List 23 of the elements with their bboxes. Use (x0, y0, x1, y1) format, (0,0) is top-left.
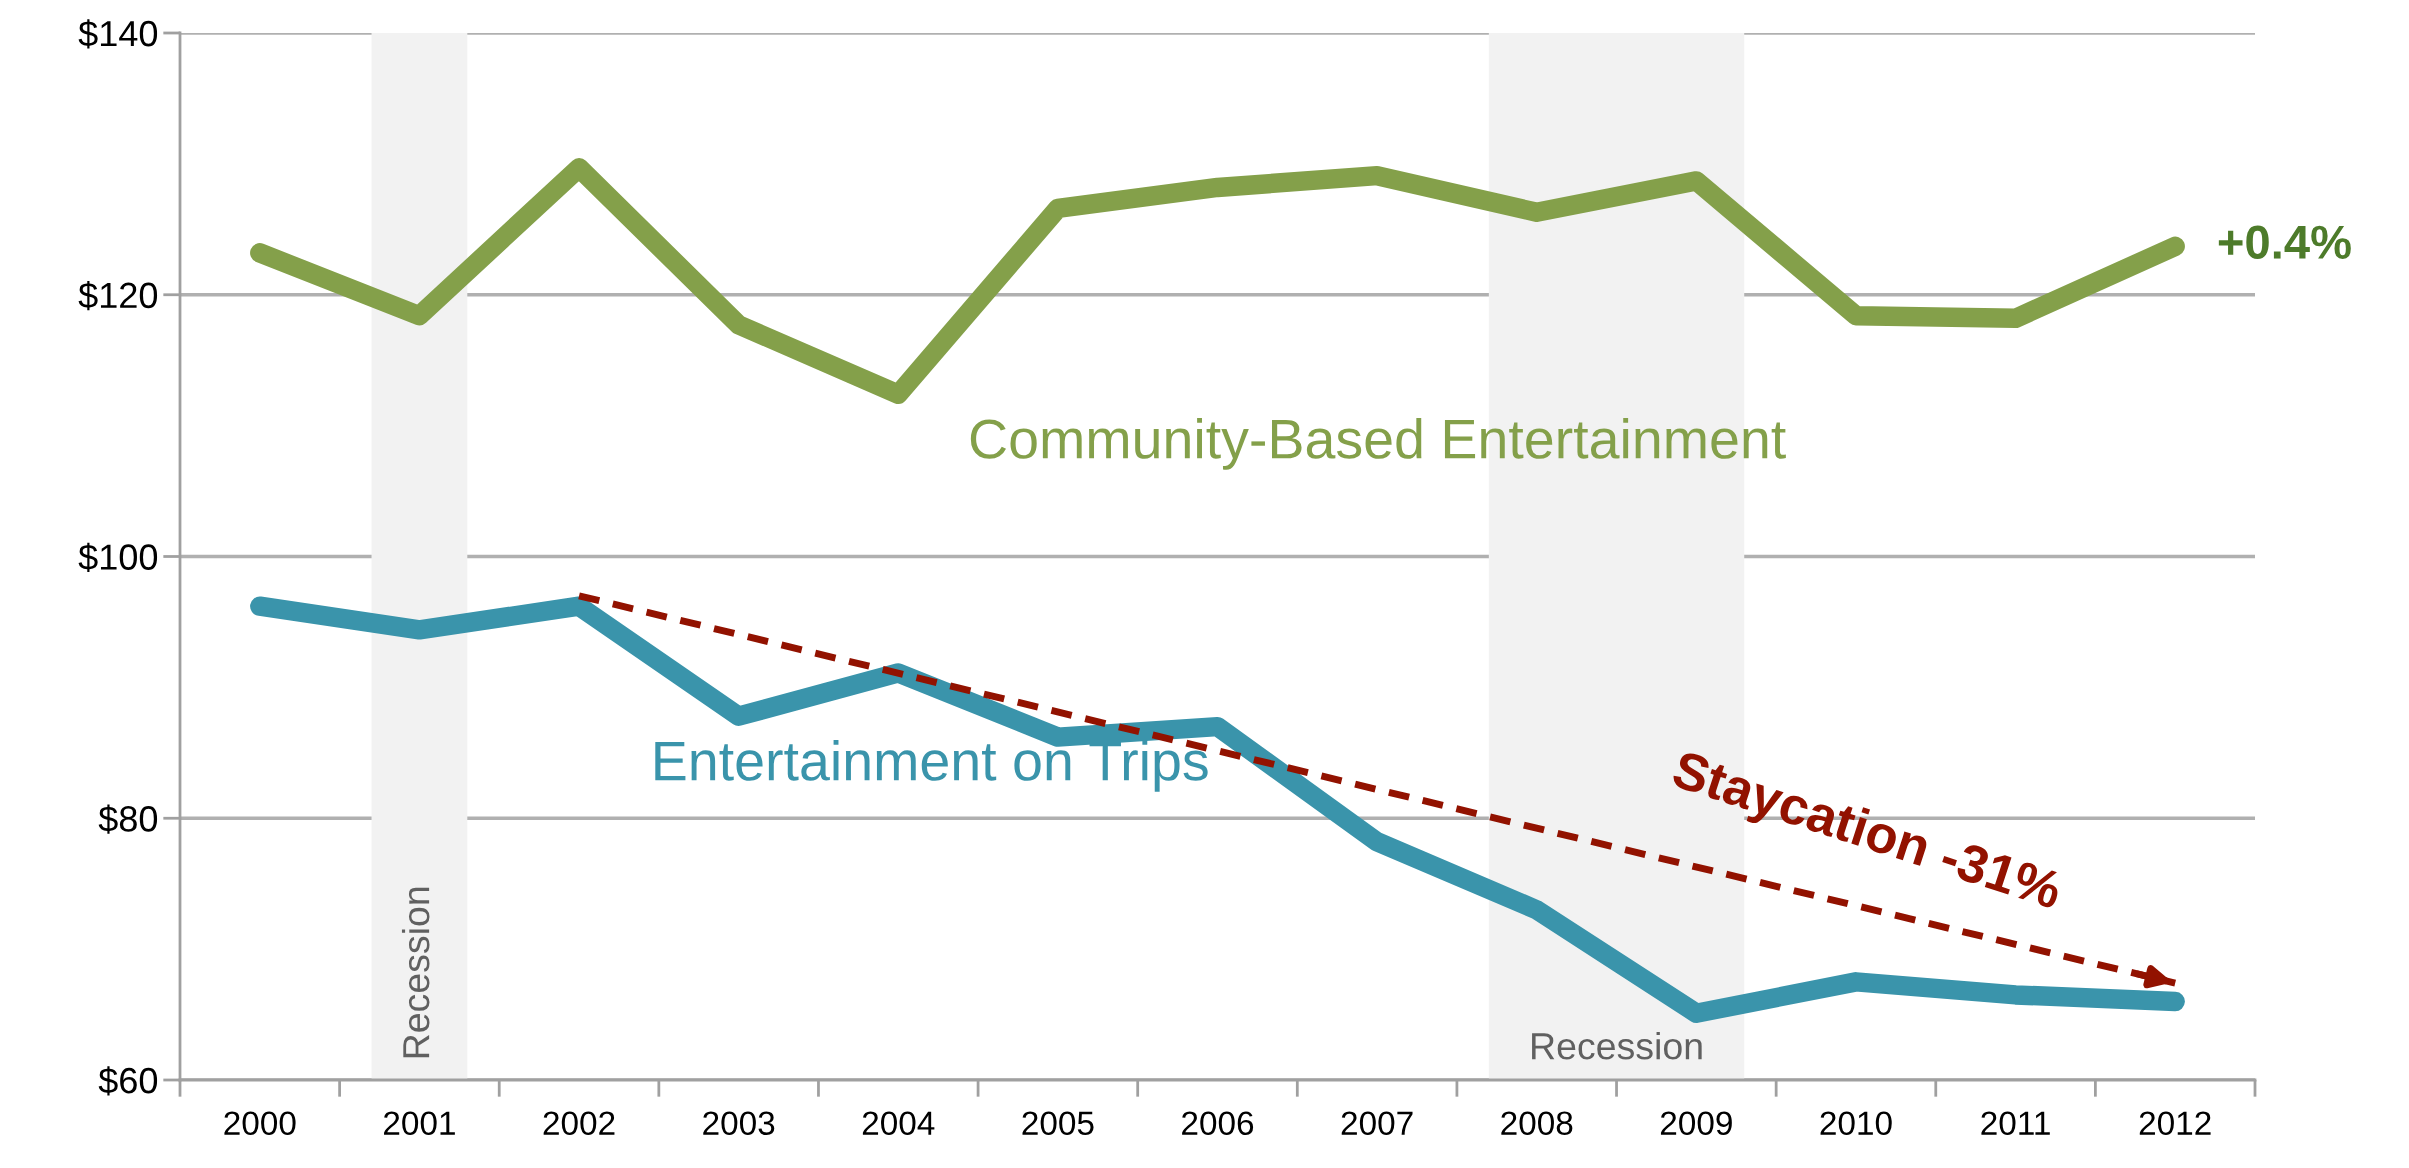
x-tick-label: 2001 (384, 1111, 455, 1136)
y-tick-label: $60 (98, 1066, 158, 1096)
x-tick-label: 2005 (1022, 1111, 1094, 1136)
band-label: Recession (1532, 1031, 1702, 1060)
y-tick-label: $100 (78, 542, 158, 573)
x-tick-label: 2010 (1820, 1111, 1892, 1136)
x-tick-label: 2004 (862, 1111, 935, 1136)
band-label: Recession (401, 887, 430, 1058)
x-tick-label: 2007 (1341, 1111, 1413, 1136)
x-tick-label: 2011 (1981, 1111, 2050, 1136)
series-label: Entertainment on Trips (655, 740, 1208, 792)
x-tick-label: 2009 (1660, 1111, 1732, 1136)
y-tick-label: $140 (78, 19, 158, 49)
annotation: +0.4% (2218, 225, 2351, 259)
y-tick-label: $80 (98, 804, 158, 834)
x-tick-label: 2008 (1501, 1111, 1573, 1136)
x-tick-label: 2002 (543, 1111, 615, 1136)
y-tick-label: $120 (78, 281, 158, 311)
series-label: Community-Based Entertainment (970, 418, 1786, 470)
x-tick-label: 2006 (1182, 1111, 1254, 1136)
x-tick-label: 2003 (703, 1111, 775, 1136)
x-tick-label: 2012 (2139, 1111, 2211, 1136)
x-tick-label: 2000 (224, 1111, 296, 1136)
